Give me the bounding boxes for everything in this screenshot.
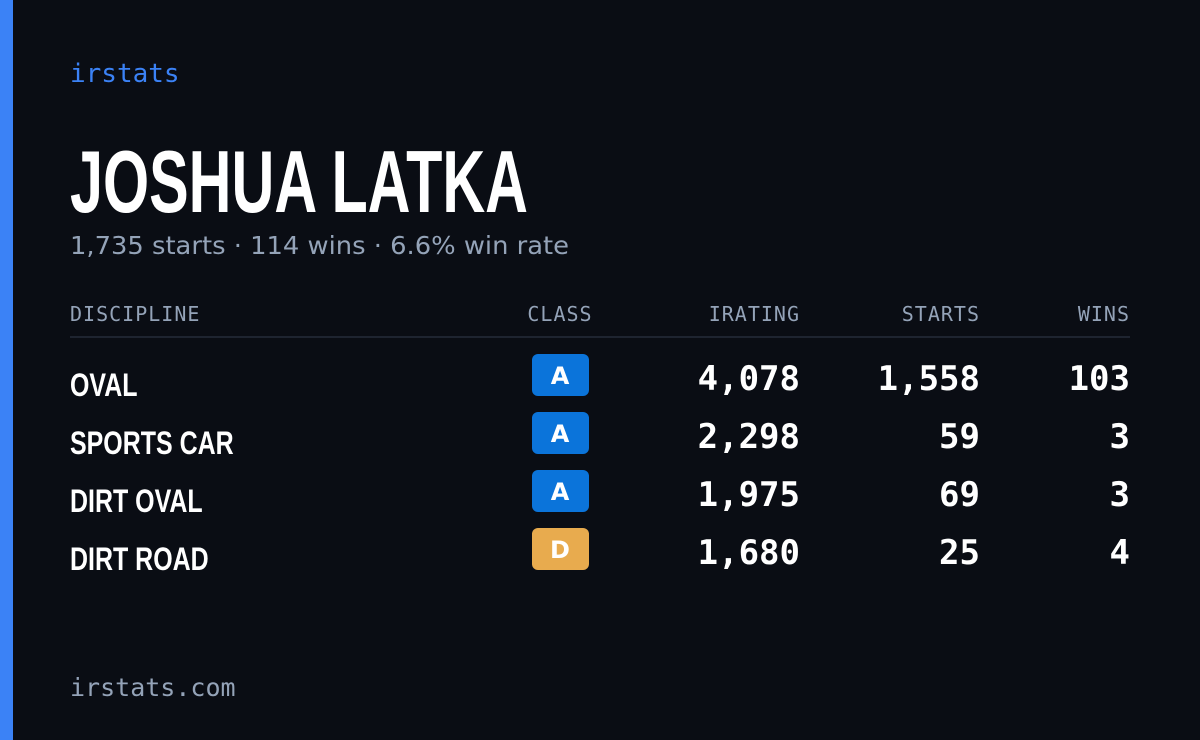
class-badge	[532, 354, 589, 396]
class-letter: A	[551, 420, 570, 448]
class-badge	[532, 470, 589, 512]
wins: 4	[1110, 533, 1130, 573]
discipline: DIRT ROAD	[70, 541, 209, 577]
class-letter: D	[550, 536, 570, 564]
wins: 103	[1069, 359, 1130, 399]
footer: irstats.com	[70, 673, 236, 702]
class-badge	[532, 528, 589, 570]
column-header: CLASS	[527, 302, 592, 326]
class-letter: A	[551, 362, 570, 390]
irating: 1,680	[698, 533, 800, 573]
wins: 3	[1110, 417, 1130, 457]
accent-bar	[0, 0, 13, 740]
driver-name: JOSHUA LATKA	[70, 132, 528, 231]
irating: 1,975	[698, 475, 800, 515]
starts: 69	[939, 475, 980, 515]
irating: 2,298	[698, 417, 800, 457]
wins: 3	[1110, 475, 1130, 515]
class-badge	[532, 412, 589, 454]
starts: 59	[939, 417, 980, 457]
starts: 25	[939, 533, 980, 573]
column-header: IRATING	[709, 302, 800, 326]
discipline: SPORTS CAR	[70, 425, 234, 461]
irating: 4,078	[698, 359, 800, 399]
column-header: STARTS	[902, 302, 980, 326]
discipline: OVAL	[70, 367, 137, 403]
starts: 1,558	[878, 359, 980, 399]
discipline: DIRT OVAL	[70, 483, 203, 519]
brand: irstats	[70, 59, 180, 89]
column-header: WINS	[1078, 302, 1130, 326]
driver-summary: 1,735 starts · 114 wins · 6.6% win rate	[70, 231, 569, 260]
class-letter: A	[551, 478, 570, 506]
column-header: DISCIPLINE	[70, 302, 200, 326]
